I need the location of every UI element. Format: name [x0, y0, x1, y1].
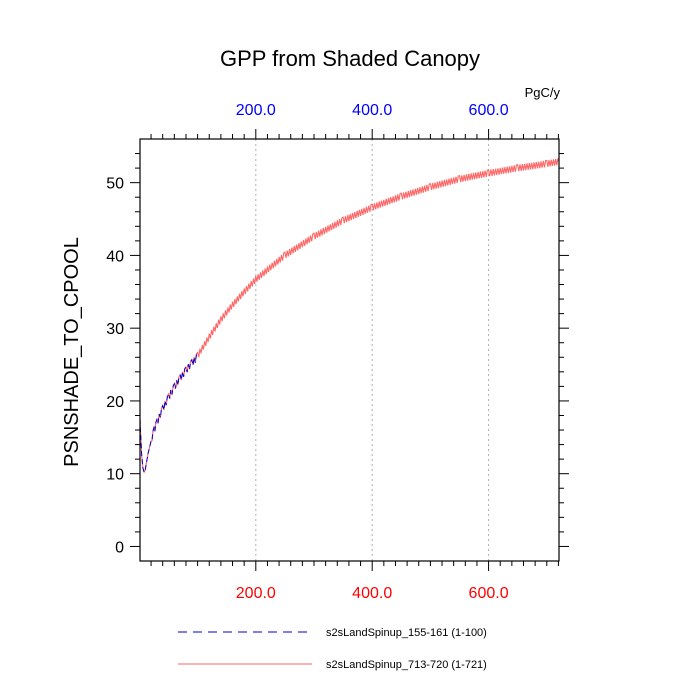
- x-tick-label-top: 400.0: [352, 102, 392, 119]
- y-tick-label: 0: [115, 539, 124, 556]
- y-tick-label: 30: [106, 321, 124, 338]
- series-lines: [139, 158, 560, 474]
- x-tick-label-bottom: 200.0: [236, 585, 276, 602]
- y-tick-label: 40: [106, 248, 124, 265]
- units-label: PgC/y: [525, 85, 561, 100]
- y-tick-label: 10: [106, 467, 124, 484]
- tick-labels: 200.0 200.0 400.0 400.0 600.0 600.0 0 10 20 30 40 5…: [106, 102, 508, 602]
- legend-label: s2sLandSpinup_713-720 (1-721): [326, 659, 487, 671]
- y-tick-label: 50: [106, 176, 124, 193]
- series-line: [139, 158, 560, 474]
- y-tick-label: 20: [106, 394, 124, 411]
- y-axis-label: PSNSHADE_TO_CPOOL: [61, 237, 83, 467]
- x-tick-label-bottom: 600.0: [469, 585, 509, 602]
- x-tick-label-bottom: 400.0: [352, 585, 392, 602]
- legend-label: s2sLandSpinup_155-161 (1-100): [326, 627, 487, 639]
- series-line: [139, 353, 199, 474]
- legend: s2sLandSpinup_155-161 (1-100) s2sLandSpin…: [178, 627, 487, 671]
- plot-frame: [139, 138, 560, 562]
- grid-lines: [255, 139, 490, 561]
- chart-title: GPP from Shaded Canopy: [220, 46, 480, 71]
- axis-ticks: [130, 129, 569, 571]
- x-tick-label-top: 600.0: [469, 102, 509, 119]
- x-tick-label-top: 200.0: [236, 102, 276, 119]
